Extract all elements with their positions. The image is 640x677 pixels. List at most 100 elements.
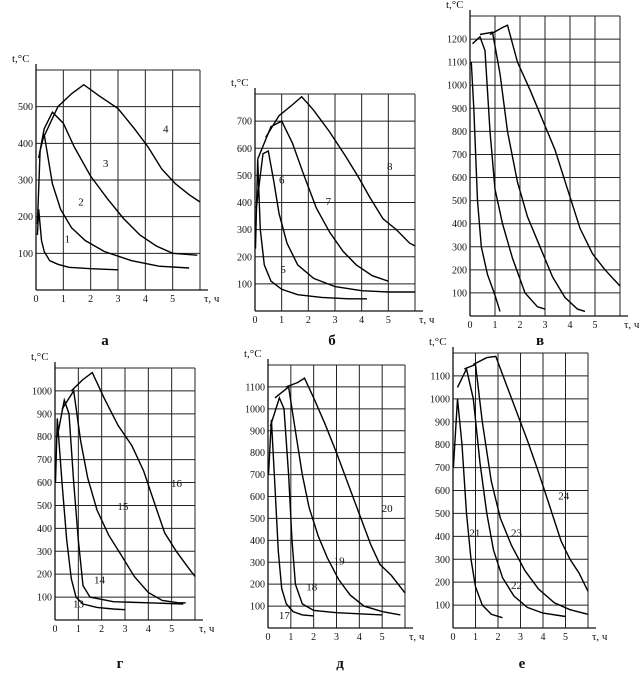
- y-tick-label: 400: [18, 139, 33, 150]
- x-tick-label: 4: [359, 315, 364, 326]
- x-tick-label: 2: [518, 320, 523, 331]
- y-tick-label: 900: [37, 409, 52, 420]
- curve-number-label: 13: [73, 598, 85, 610]
- curve-series-1: [470, 62, 501, 312]
- panel-б: 0 1 2 3 4 5 100 200 300 400 500 600 700 t,°C τ, ч 5 6 7 8 б: [231, 77, 435, 349]
- curve-number-label: 3: [103, 158, 109, 170]
- x-tick-label: 0: [34, 294, 39, 305]
- curve-15: [61, 388, 186, 604]
- curve-number-label: 24: [558, 491, 570, 503]
- panel-caption: в: [536, 333, 544, 349]
- x-axis-label: τ, ч: [624, 319, 640, 331]
- curve-number-label: 1: [65, 233, 71, 245]
- y-tick-label: 100: [250, 602, 265, 613]
- x-axis-label: τ, ч: [592, 631, 608, 643]
- curve-number-label: 4: [163, 123, 169, 135]
- curve-number-label: 14: [94, 574, 106, 586]
- curve-17: [267, 419, 314, 617]
- y-tick-label: 100: [37, 593, 52, 604]
- y-tick-label: 200: [250, 580, 265, 591]
- panel-е: 0 1 2 3 4 51002003004005006007008009001000110…: [429, 336, 608, 672]
- y-tick-label: 400: [250, 536, 265, 547]
- x-axis-label: τ, ч: [199, 623, 215, 635]
- y-tick-label: 200: [237, 252, 252, 263]
- grid: [254, 93, 416, 311]
- y-tick-label: 900: [435, 417, 450, 428]
- curve-number-label: 23: [511, 527, 523, 539]
- x-tick-label: 1: [76, 624, 81, 635]
- curve-18: [269, 395, 383, 616]
- y-tick-label: 400: [237, 198, 252, 209]
- x-tick-label: 0: [451, 632, 456, 643]
- y-axis-label: t,°C: [31, 351, 49, 363]
- y-tick-label: 700: [237, 117, 252, 128]
- x-tick-label: 5: [563, 632, 568, 643]
- x-tick-label: 3: [334, 632, 339, 643]
- curve-20: [286, 377, 406, 594]
- curve-16: [70, 371, 196, 577]
- y-tick-label: 300: [37, 547, 52, 558]
- y-tick-label: 300: [250, 558, 265, 569]
- curve-number-label: 15: [117, 501, 129, 513]
- y-tick-label: 700: [37, 455, 52, 466]
- curve-4: [43, 83, 201, 203]
- y-tick-label: 200: [37, 570, 52, 581]
- panel-д: 0 1 2 3 4 5 100 200 300 400 500 600 700 800 900 1000 110…: [244, 348, 425, 672]
- y-tick-label: 1100: [447, 58, 467, 69]
- y-tick-label: 1000: [447, 81, 467, 92]
- panel-а: 0 1 2 3 4 5 100 200 300 400 500 t,°C τ, ч 1 2 3 4 а: [12, 53, 220, 349]
- curve-7: [257, 120, 389, 282]
- curve-23: [464, 363, 589, 615]
- y-tick-label: 600: [452, 173, 467, 184]
- y-tick-label: 100: [452, 288, 467, 299]
- y-tick-label: 500: [18, 102, 33, 113]
- grid: [35, 69, 201, 290]
- y-tick-label: 1000: [430, 394, 450, 405]
- x-tick-label: 1: [473, 632, 478, 643]
- y-tick-label: 100: [18, 249, 33, 260]
- x-tick-label: 2: [88, 294, 93, 305]
- curve-number-label: 20: [382, 503, 394, 515]
- x-tick-label: 0: [468, 320, 473, 331]
- x-tick-label: 2: [496, 632, 501, 643]
- y-axis-label: t,°C: [446, 0, 464, 11]
- x-tick-label: 5: [170, 294, 175, 305]
- y-tick-label: 400: [37, 524, 52, 535]
- curve-14: [56, 397, 184, 605]
- y-tick-label: 900: [250, 426, 265, 437]
- x-tick-label: 0: [266, 632, 271, 643]
- x-tick-label: 0: [253, 315, 258, 326]
- curve-number-label: 7: [326, 196, 332, 208]
- x-axis-label: τ, ч: [409, 631, 425, 643]
- panel-caption: е: [519, 656, 526, 672]
- curve-number-label: 16: [171, 478, 183, 490]
- curve-13: [54, 418, 126, 611]
- y-tick-label: 100: [237, 279, 252, 290]
- curve-19: [274, 385, 401, 616]
- panel-caption: г: [117, 656, 124, 672]
- y-tick-label: 400: [435, 532, 450, 543]
- y-tick-label: 300: [18, 176, 33, 187]
- panel-г: 0 1 2 3 4 5 100 200 300 400 500 600 700 800 900 1000 t,°…: [31, 351, 215, 672]
- y-axis-label: t,°C: [429, 336, 447, 348]
- panel-в: 0 1 2 3 4 5 100 200 300 400 500 600 700 800 900 1000 110…: [446, 0, 640, 349]
- x-tick-label: 3: [543, 320, 548, 331]
- curve-number-label: 18: [306, 582, 318, 594]
- y-axis-label: t,°C: [244, 348, 262, 360]
- curve-3: [38, 111, 198, 256]
- curve-number-label: 17: [279, 610, 291, 622]
- x-axis-label: τ, ч: [419, 314, 435, 326]
- y-tick-label: 500: [452, 196, 467, 207]
- y-tick-label: 800: [452, 127, 467, 138]
- x-tick-label: 2: [311, 632, 316, 643]
- y-tick-label: 300: [237, 225, 252, 236]
- x-tick-label: 5: [593, 320, 598, 331]
- y-tick-label: 700: [452, 150, 467, 161]
- y-tick-label: 600: [237, 144, 252, 155]
- y-tick-label: 100: [435, 601, 450, 612]
- y-axis-label: t,°C: [12, 53, 30, 65]
- curve-number-label: 19: [334, 555, 346, 567]
- y-tick-label: 800: [435, 440, 450, 451]
- x-tick-label: 4: [357, 632, 362, 643]
- panel-caption: а: [101, 333, 109, 349]
